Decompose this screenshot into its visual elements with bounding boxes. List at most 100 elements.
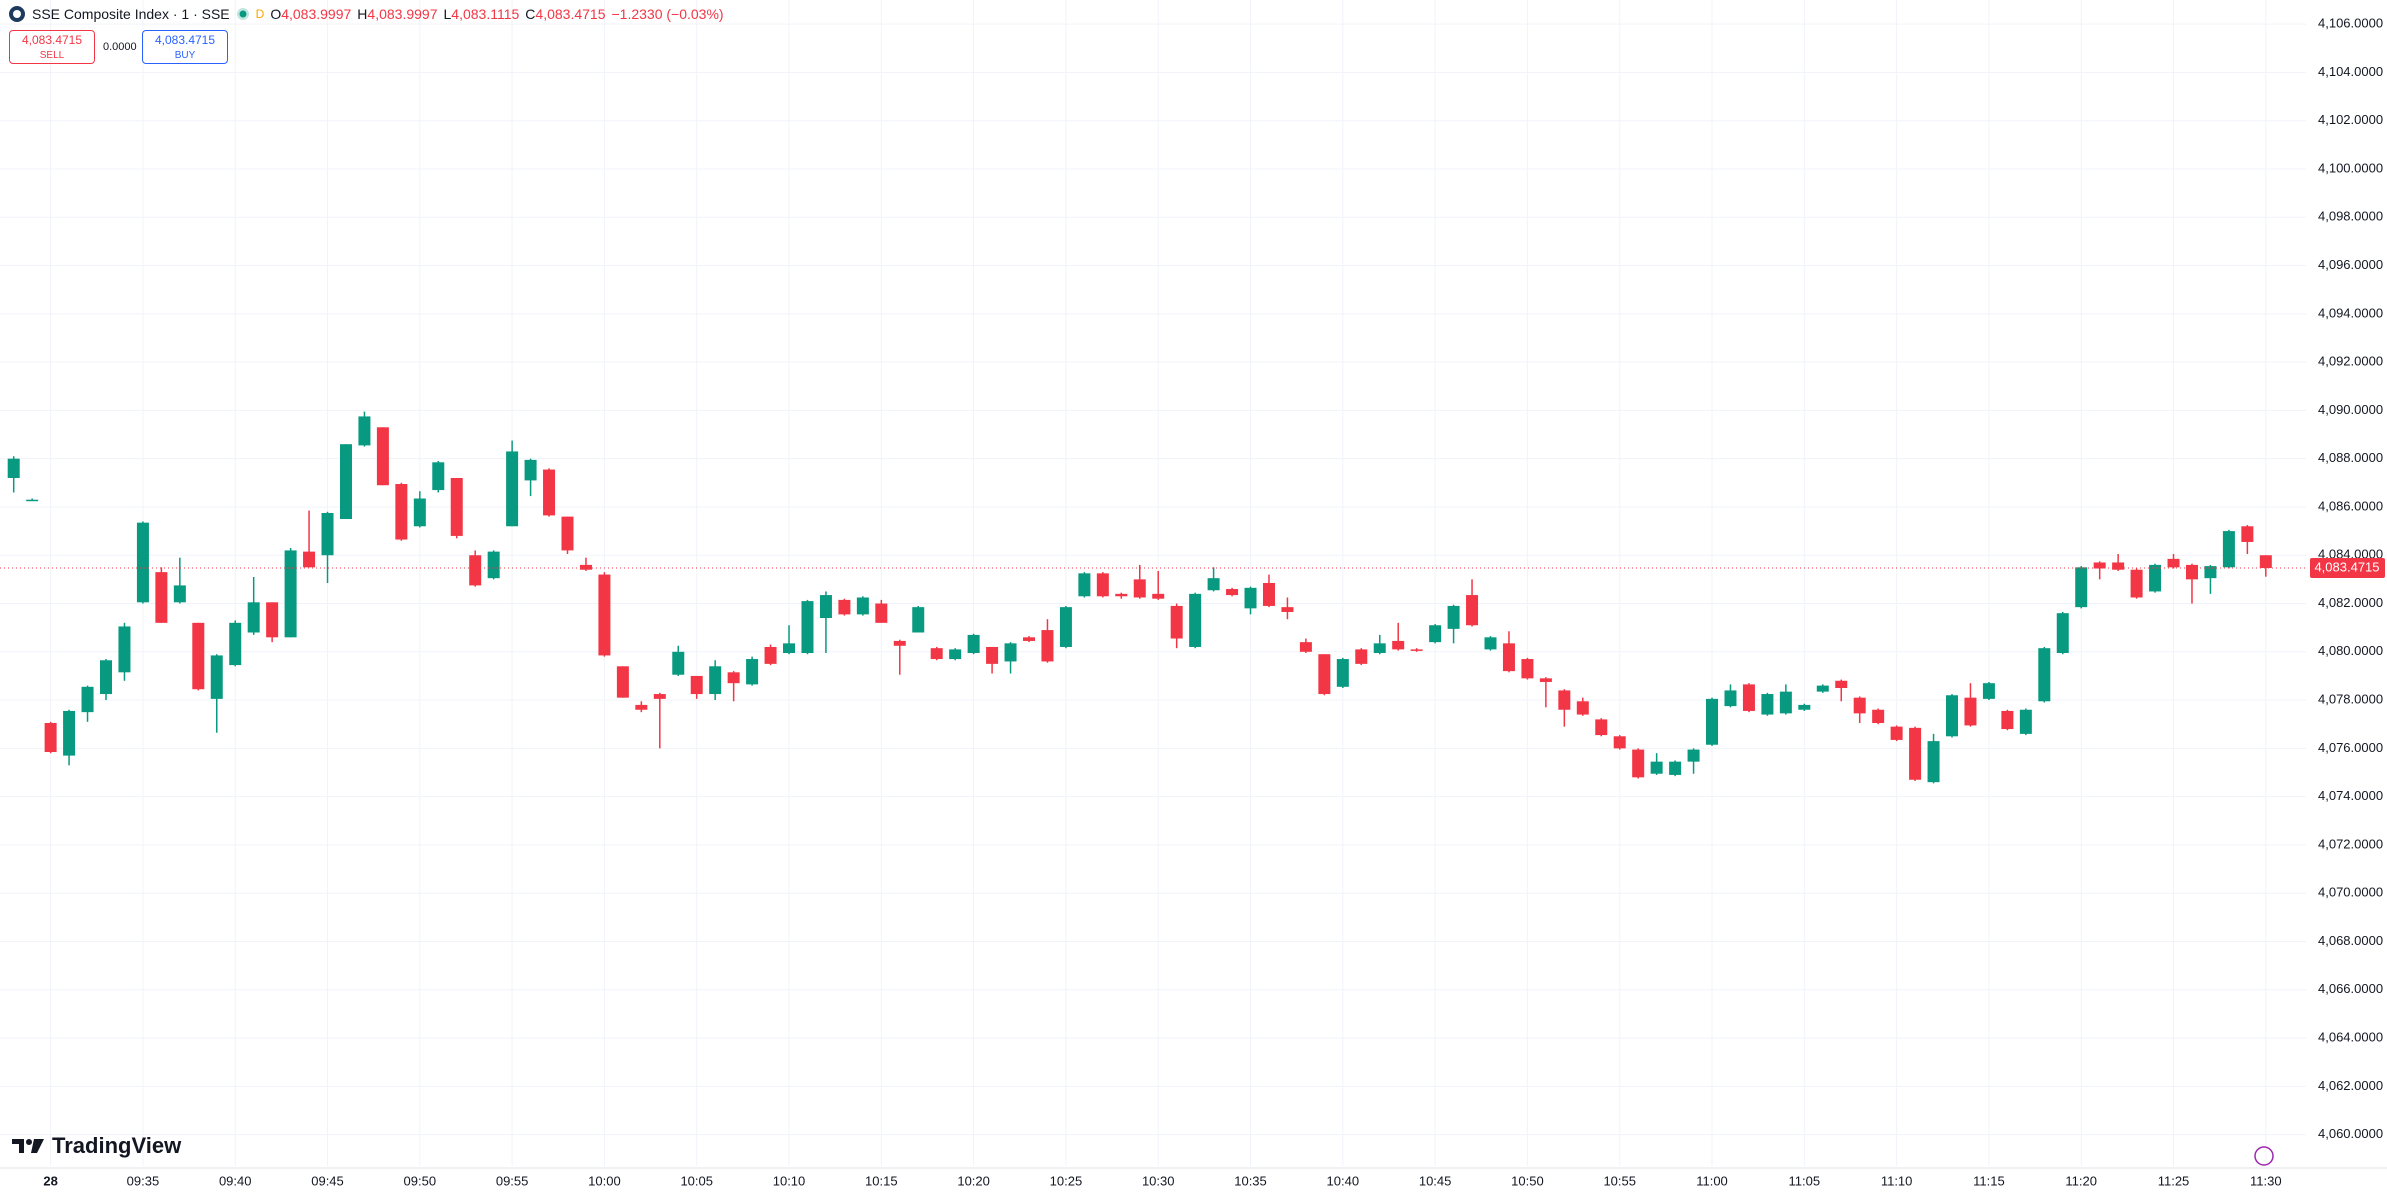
candle-body	[524, 459, 537, 481]
price-label: 4,083.4715	[2314, 559, 2379, 574]
candle-body	[764, 646, 777, 664]
candle-body	[63, 710, 76, 756]
candle-body	[2038, 648, 2051, 702]
candle-body	[1595, 719, 1608, 736]
y-tick-label: 4,074.0000	[2318, 788, 2383, 803]
candle-body	[266, 602, 279, 638]
candle-body	[1761, 694, 1774, 715]
candle-body	[432, 462, 445, 491]
x-tick-label: 09:35	[127, 1173, 160, 1188]
y-tick-label: 4,068.0000	[2318, 933, 2383, 948]
x-tick-label: 28	[43, 1173, 57, 1188]
brand[interactable]: TradingView	[12, 1133, 181, 1159]
candle-body	[561, 516, 574, 551]
x-tick-label: 11:15	[1973, 1173, 2005, 1188]
candle-body	[1392, 640, 1405, 650]
x-tick-label: 11:25	[2158, 1173, 2190, 1188]
candle-body	[1539, 678, 1552, 682]
candle-body	[1226, 589, 1239, 596]
brand-name: TradingView	[52, 1133, 182, 1158]
candle-body	[413, 498, 426, 527]
candle-body	[2167, 558, 2180, 568]
candle-body	[1484, 637, 1497, 650]
y-tick-label: 4,096.0000	[2318, 257, 2383, 272]
candle-body	[7, 458, 20, 478]
candle-body	[303, 551, 316, 568]
candle-body	[1318, 654, 1331, 695]
candle-body	[598, 574, 611, 656]
candle-body	[155, 572, 168, 623]
candle-body	[2001, 710, 2014, 730]
candle-body	[653, 694, 666, 699]
candle-body	[2241, 526, 2254, 542]
badge: D	[255, 7, 265, 21]
ohlc-item: L4,083.1115	[443, 6, 519, 22]
x-tick-label: 11:30	[2250, 1173, 2282, 1188]
candle-body	[1835, 680, 1848, 689]
candle-body	[838, 599, 851, 615]
candle-body	[2130, 569, 2143, 598]
candle-body	[358, 416, 371, 446]
candle-body	[1355, 649, 1368, 664]
sell-label: SELL	[39, 50, 65, 61]
candle-body	[2056, 613, 2069, 654]
y-tick-label: 4,072.0000	[2318, 836, 2383, 851]
candle-body	[1706, 698, 1719, 745]
candle-body	[487, 551, 500, 579]
x-tick-label: 09:40	[219, 1173, 252, 1188]
y-tick-label: 4,062.0000	[2318, 1078, 2383, 1093]
x-tick-label: 11:20	[2065, 1173, 2097, 1188]
y-tick-label: 4,090.0000	[2318, 402, 2383, 417]
candle-body	[967, 634, 980, 654]
candle-body	[1650, 761, 1663, 774]
candle-body	[1004, 643, 1017, 662]
y-tick-label: 4,070.0000	[2318, 885, 2383, 900]
y-tick-label: 4,082.0000	[2318, 595, 2383, 610]
candle-body	[1429, 625, 1442, 643]
y-tick-label: 4,100.0000	[2318, 160, 2383, 175]
candle-body	[100, 660, 112, 695]
candle-body	[1890, 726, 1903, 740]
candle-body	[1244, 587, 1257, 609]
x-tick-label: 09:45	[311, 1173, 344, 1188]
candle-body	[1023, 637, 1035, 641]
candle-body	[1946, 695, 1958, 737]
x-tick-label: 11:00	[1696, 1173, 1728, 1188]
candle-body	[930, 648, 943, 660]
candle-body	[893, 640, 906, 646]
ohlc-value: 4,083.9997	[367, 6, 438, 22]
candle-body	[118, 626, 131, 673]
candle-body	[1982, 683, 1995, 699]
candle-body	[1041, 630, 1054, 662]
x-tick-label: 10:55	[1603, 1173, 1636, 1188]
x-tick-label: 10:30	[1142, 1173, 1175, 1188]
candle-body	[1558, 690, 1571, 710]
candle-body	[543, 469, 556, 516]
candle-body	[81, 686, 94, 713]
y-tick-label: 4,076.0000	[2318, 740, 2383, 755]
candle-body	[1281, 607, 1294, 612]
candle-body	[1502, 643, 1515, 672]
candle-body	[1816, 685, 1829, 692]
symbol-title[interactable]: SSE Composite Index · 1 · SSE	[32, 6, 230, 22]
buy-label: BUY	[174, 50, 196, 61]
candle-body	[192, 622, 205, 690]
y-tick-label: 4,078.0000	[2318, 692, 2383, 707]
buy-button[interactable]: 4,083.4715 BUY	[142, 30, 228, 64]
candle-body	[376, 427, 389, 486]
legend-bar: SSE Composite Index · 1 · SSE D O4,083.9…	[8, 5, 724, 23]
candle-body	[1373, 643, 1386, 654]
candle-body	[1096, 573, 1109, 597]
ohlc-value: 4,083.1115	[451, 6, 520, 22]
candle-body	[506, 451, 519, 527]
candle-body	[1964, 697, 1977, 726]
candle-body	[210, 655, 223, 699]
sell-button[interactable]: 4,083.4715 SELL	[9, 30, 95, 64]
ohlc-value: 4,083.9997	[281, 6, 352, 22]
price-label-box	[2310, 557, 2385, 578]
x-tick-label: 10:40	[1327, 1173, 1360, 1188]
candle-body	[1724, 690, 1737, 707]
y-tick-label: 4,106.0000	[2318, 16, 2383, 31]
candle-body	[875, 603, 888, 623]
